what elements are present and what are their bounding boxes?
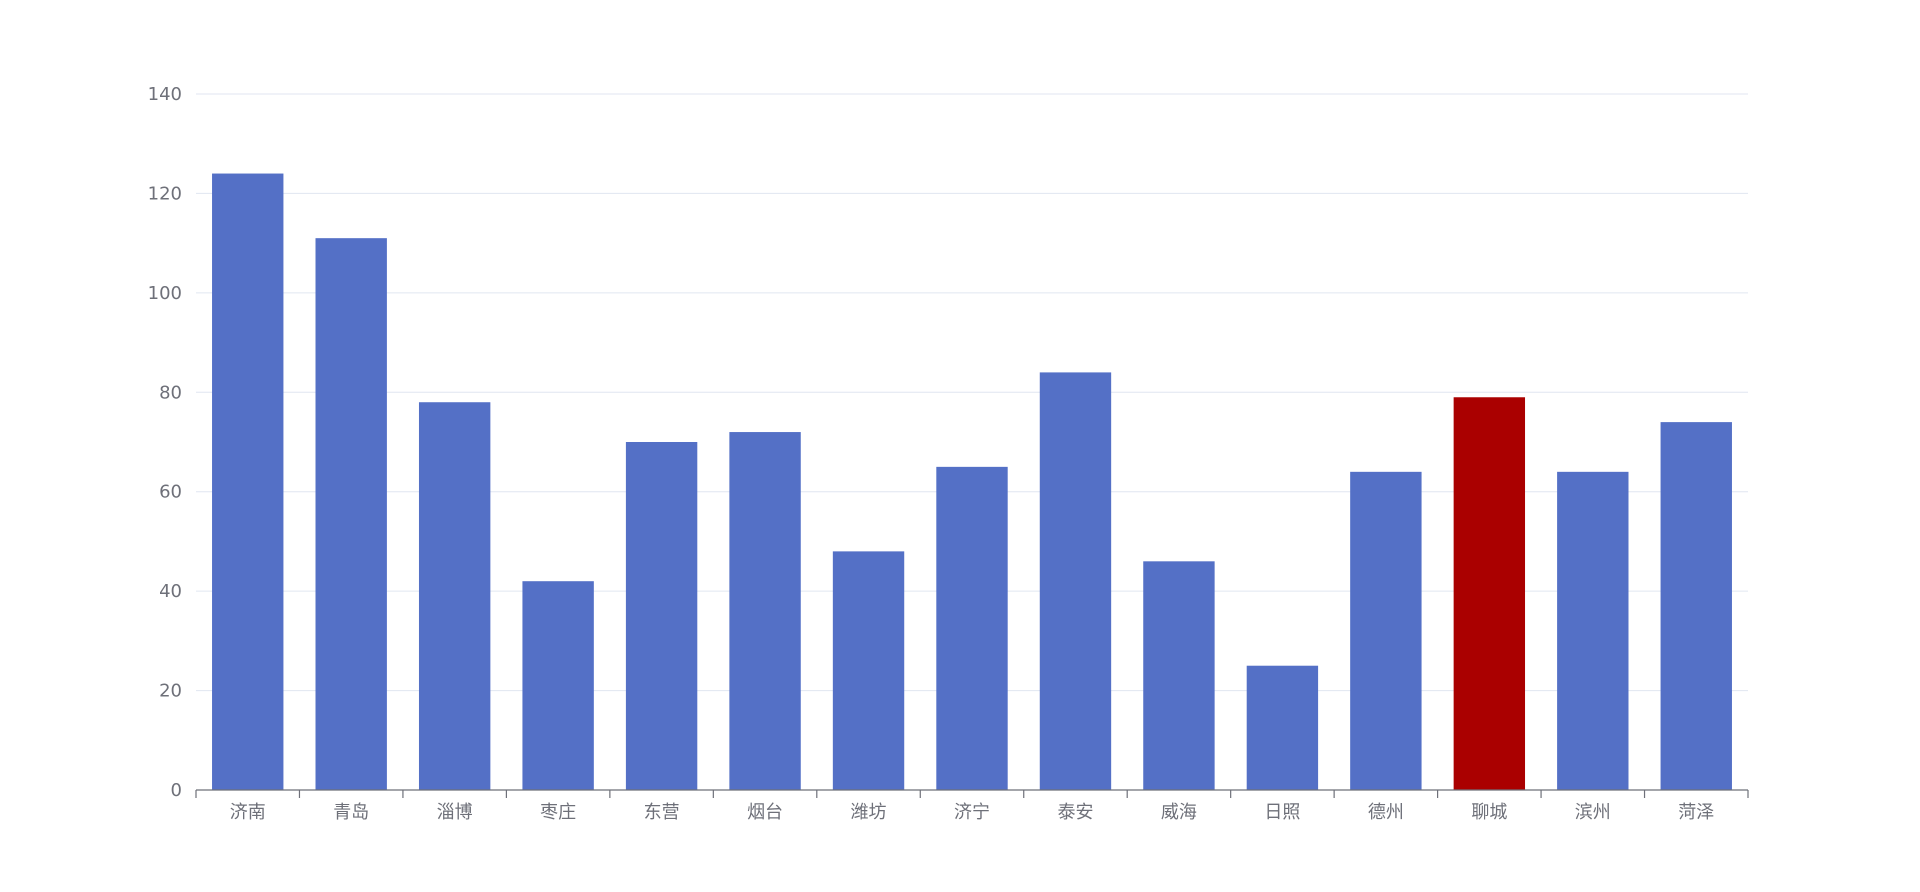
x-tick-label: 威海 — [1161, 802, 1197, 823]
bar-9[interactable] — [1039, 372, 1112, 790]
x-tick-label: 青岛 — [333, 802, 369, 823]
x-tick-label: 淄博 — [437, 802, 473, 823]
bar-6[interactable] — [729, 432, 801, 790]
x-tick-label: 日照 — [1264, 802, 1300, 823]
bar-14[interactable] — [1557, 471, 1629, 790]
bars — [212, 173, 1732, 791]
bar-12[interactable] — [1350, 471, 1422, 790]
bar-15[interactable] — [1660, 422, 1732, 790]
x-tick-label: 潍坊 — [851, 802, 887, 823]
x-tick-label: 菏泽 — [1678, 802, 1714, 823]
bar-8[interactable] — [936, 466, 1008, 790]
bar-7[interactable] — [832, 551, 905, 790]
y-tick-label: 80 — [159, 382, 182, 403]
bar-4[interactable] — [522, 581, 594, 790]
y-axis-tick-labels: 0 20 40 60 80 100 120 140 — [148, 84, 182, 801]
x-tick-label: 泰安 — [1057, 802, 1093, 823]
y-tick-label: 20 — [159, 681, 182, 702]
x-tick-label: 枣庄 — [540, 802, 576, 823]
y-tick-label: 120 — [148, 183, 182, 204]
x-axis — [195, 789, 1749, 798]
bar-11[interactable] — [1246, 665, 1319, 790]
x-tick-label: 德州 — [1368, 802, 1404, 823]
x-tick-label: 烟台 — [747, 802, 783, 823]
y-tick-label: 140 — [148, 84, 182, 105]
bar-10[interactable] — [1143, 561, 1215, 790]
x-tick-label: 济宁 — [954, 802, 990, 823]
bar-2[interactable] — [315, 238, 387, 790]
x-tick-label: 东营 — [644, 802, 680, 823]
bar-1[interactable] — [212, 173, 284, 791]
x-tick-label: 济南 — [230, 802, 266, 823]
x-tick-label: 滨州 — [1575, 802, 1611, 823]
y-tick-label: 0 — [171, 780, 182, 801]
bar-13[interactable] — [1453, 397, 1526, 790]
bar-3[interactable] — [418, 402, 491, 790]
y-tick-label: 60 — [159, 482, 182, 503]
x-tick-label: 聊城 — [1471, 802, 1507, 823]
bar-5[interactable] — [625, 442, 698, 790]
y-tick-label: 40 — [159, 581, 182, 602]
y-tick-label: 100 — [148, 283, 182, 304]
x-axis-tick-labels: 济南 青岛 淄博 枣庄 东营 烟台 潍坊 济宁 泰安 威海 日照 德州 聊城 滨州 菏泽 — [230, 802, 1715, 823]
